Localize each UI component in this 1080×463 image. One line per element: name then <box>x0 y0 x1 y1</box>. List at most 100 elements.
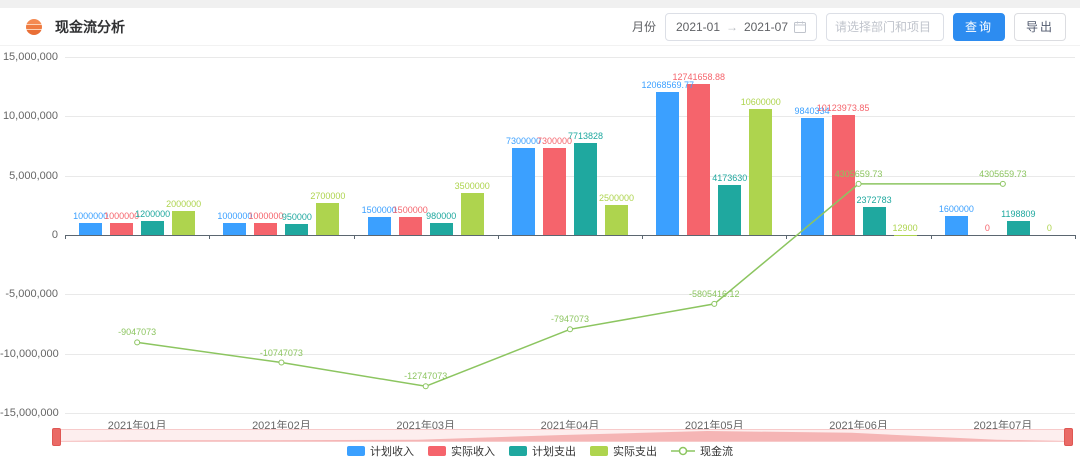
datazoom-shadow <box>56 431 1069 441</box>
x-axis-tick <box>786 235 788 239</box>
month-label: 月份 <box>631 20 656 34</box>
bar-value-label-planned-income: 1500000 <box>361 205 397 216</box>
bar-planned-expense[interactable] <box>285 223 309 235</box>
cashflow-value-label: -10747073 <box>259 347 303 358</box>
bar-value-label-planned-income: 7300000 <box>505 136 542 147</box>
bar-actual-income[interactable] <box>398 217 422 235</box>
x-axis-tick <box>497 235 499 239</box>
bar-actual-income[interactable] <box>110 223 134 235</box>
bar-actual-expense[interactable] <box>460 193 484 235</box>
datazoom-slider[interactable] <box>52 428 1073 446</box>
y-axis-label: -15,000,000 <box>0 407 59 419</box>
date-range-picker[interactable]: 2021-01 → 2021-07 <box>664 12 817 41</box>
legend-label-actual-expense: 实际支出 <box>613 446 657 458</box>
cashflow-value-label: 4305659.73 <box>834 168 883 179</box>
bar-value-label-planned-expense: 1200000 <box>135 208 171 219</box>
legend-marker-planned-income <box>347 446 365 456</box>
bar-planned-expense[interactable] <box>718 185 742 235</box>
legend-marker-cashflow <box>671 446 695 456</box>
x-axis-tick <box>1075 235 1076 239</box>
cashflow-point[interactable] <box>711 300 718 307</box>
x-axis-tick <box>353 235 355 239</box>
bar-value-label-actual-expense: 2000000 <box>166 199 202 210</box>
legend-label-cashflow: 现金流 <box>700 446 733 458</box>
legend-label-planned-expense: 计划支出 <box>532 446 576 458</box>
x-axis-tick <box>65 235 66 239</box>
cashflow-point[interactable] <box>278 359 285 366</box>
department-project-input[interactable] <box>825 12 944 41</box>
bar-value-label-actual-income: 10123973.85 <box>816 102 870 113</box>
bar-planned-expense[interactable] <box>1006 220 1030 235</box>
y-axis-label: -10,000,000 <box>0 347 59 360</box>
bar-planned-income[interactable] <box>800 118 824 235</box>
bar-value-label-actual-expense: 3500000 <box>454 181 490 192</box>
cashflow-value-label: -7947073 <box>550 314 590 325</box>
date-start-value[interactable]: 2021-01 <box>675 19 721 34</box>
bar-planned-income[interactable] <box>223 223 247 235</box>
datazoom-left-handle[interactable] <box>52 428 61 446</box>
bar-actual-expense[interactable] <box>172 211 196 235</box>
bar-planned-expense[interactable] <box>429 223 453 235</box>
datazoom-right-handle[interactable] <box>1064 428 1073 446</box>
bar-actual-income[interactable] <box>254 223 278 235</box>
x-axis-tick <box>209 235 211 239</box>
bar-value-label-actual-income: 0 <box>984 223 990 233</box>
cashflow-point[interactable] <box>422 383 429 390</box>
legend-marker-planned-expense <box>509 446 527 456</box>
bar-planned-expense[interactable] <box>574 143 597 235</box>
bar-actual-income[interactable] <box>687 83 711 235</box>
bar-value-label-planned-expense: 7713828 <box>567 131 604 142</box>
cashflow-point[interactable] <box>999 180 1006 187</box>
bar-value-label-planned-income: 1000000 <box>217 211 253 222</box>
legend-marker-actual-income <box>428 446 446 456</box>
x-axis-line <box>65 235 1075 236</box>
legend-item-actual-income[interactable]: 实际收入 <box>428 443 495 459</box>
bar-planned-income[interactable] <box>944 216 968 235</box>
bar-planned-expense[interactable] <box>862 206 886 235</box>
gridline <box>65 175 1075 177</box>
legend-item-planned-income[interactable]: 计划收入 <box>347 443 414 459</box>
gridline <box>65 116 1075 118</box>
bar-value-label-planned-expense: 2372783 <box>856 194 892 205</box>
bar-value-label-actual-income: 1500000 <box>392 205 428 216</box>
cashflow-point[interactable] <box>567 326 573 333</box>
bar-planned-income[interactable] <box>79 223 103 235</box>
bar-actual-expense[interactable] <box>316 202 340 235</box>
range-arrow-icon: → <box>725 19 738 34</box>
page-title: 现金流分析 <box>55 18 125 35</box>
x-axis-tick <box>642 235 644 239</box>
bar-actual-expense[interactable] <box>605 205 628 235</box>
date-end-value[interactable]: 2021-07 <box>743 19 788 34</box>
x-axis-tick <box>930 235 932 239</box>
legend-label-actual-income: 实际收入 <box>451 446 495 458</box>
bar-value-label-actual-expense: 12900 <box>892 222 918 233</box>
bar-actual-income[interactable] <box>543 148 566 235</box>
y-axis-label: -5,000,000 <box>5 288 58 301</box>
cashflow-point[interactable] <box>134 339 141 346</box>
legend-item-actual-expense[interactable]: 实际支出 <box>590 443 657 459</box>
legend-item-planned-expense[interactable]: 计划支出 <box>509 443 576 459</box>
bar-value-label-planned-expense: 1198809 <box>1001 208 1036 219</box>
query-button[interactable]: 查询 <box>952 12 1005 41</box>
cashflow-value-label: 4305659.73 <box>979 168 1027 179</box>
bar-value-label-actual-expense: 2500000 <box>598 193 635 204</box>
y-axis-label: 0 <box>51 229 58 241</box>
bar-actual-expense[interactable] <box>749 109 773 235</box>
calendar-icon <box>793 21 806 33</box>
gridline <box>65 294 1075 296</box>
gridline <box>65 57 1075 58</box>
filter-controls: 月份 2021-01 → 2021-07 查询 导出 <box>631 12 1066 41</box>
toolbar: 现金流分析 月份 2021-01 → 2021-07 查询 导出 <box>0 8 1080 46</box>
bar-planned-income[interactable] <box>367 217 391 235</box>
bar-value-label-actual-income: 7300000 <box>536 136 573 147</box>
bar-planned-income[interactable] <box>512 148 535 235</box>
cashflow-point[interactable] <box>855 180 862 187</box>
legend-item-cashflow[interactable]: 现金流 <box>671 443 733 459</box>
bar-planned-income[interactable] <box>656 91 680 235</box>
cashflow-app-icon <box>26 18 42 35</box>
bar-value-label-actual-expense: 2700000 <box>310 190 346 201</box>
bar-planned-expense[interactable] <box>141 220 165 235</box>
export-button[interactable]: 导出 <box>1013 12 1066 41</box>
bar-value-label-actual-expense: 10600000 <box>740 97 781 108</box>
